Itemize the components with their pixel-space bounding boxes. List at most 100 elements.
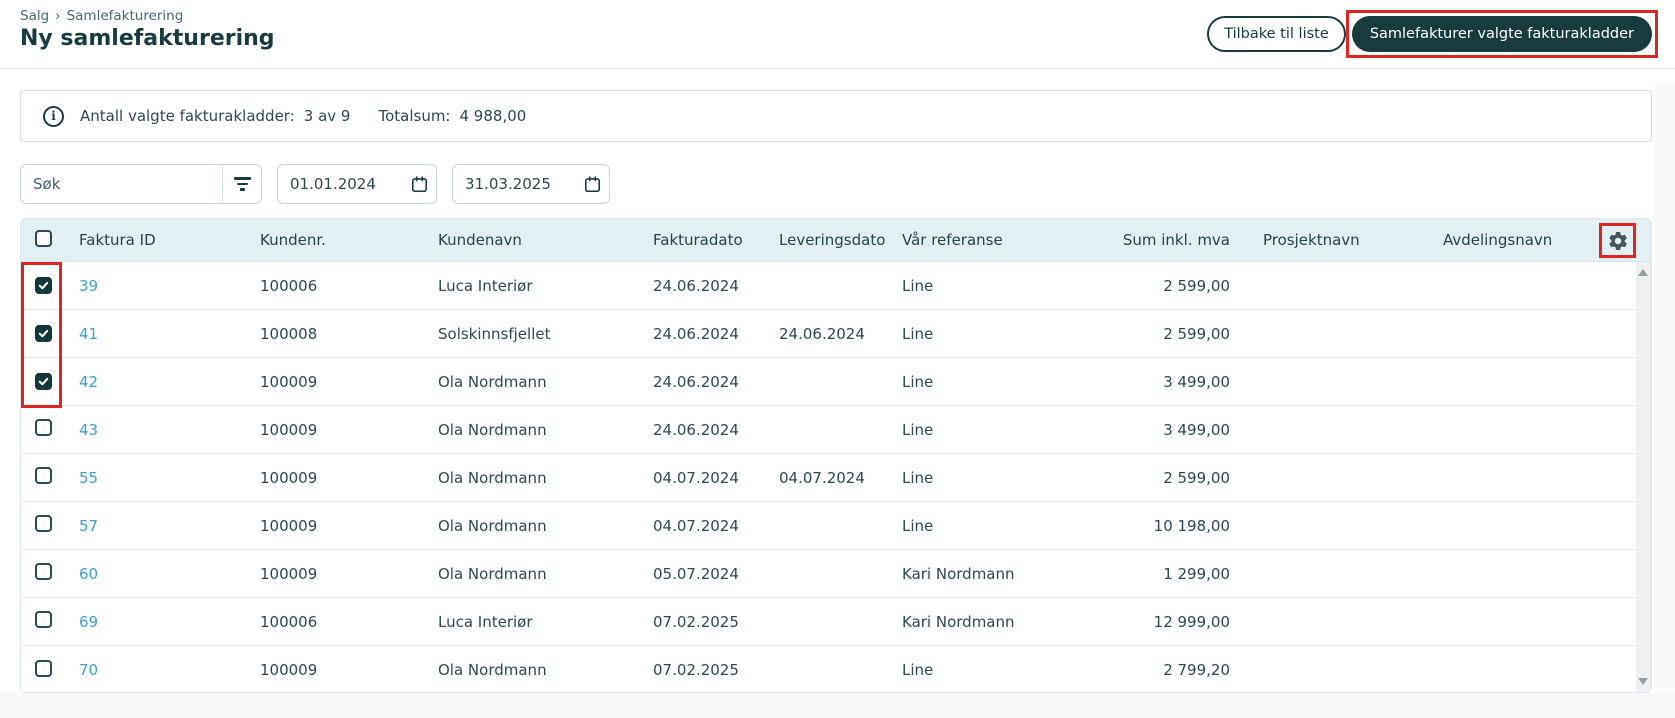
table-row: 39 100006 Luca Interiør 24.06.2024 Line 2 599… [21, 262, 1651, 310]
calendar-icon [584, 175, 600, 192]
date-from-calendar-button[interactable] [402, 165, 436, 203]
cell-kundenavn: Luca Interiør [438, 276, 533, 295]
header-cell-avdelingsnavn: Avdelingsnavn [1443, 231, 1553, 249]
cell-sum-inkl-mva: 2 799,20 [1163, 661, 1230, 679]
breadcrumb-current: Samlefakturering [66, 8, 184, 24]
cell-sum-inkl-mva: 3 499,00 [1163, 372, 1230, 391]
header-cell-leveringsdato: Leveringsdato [779, 231, 886, 249]
faktura-id-link[interactable]: 55 [79, 468, 99, 487]
cell-select [21, 276, 79, 295]
table-row: 60 100009 Ola Nordmann 05.07.2024 Kari Nordm… [21, 550, 1651, 598]
cell-kundenr: 100009 [260, 468, 318, 487]
faktura-id-link[interactable]: 39 [79, 276, 99, 295]
cell-select [21, 659, 79, 681]
row-checkbox[interactable] [35, 467, 52, 484]
table-row: 43 100009 Ola Nordmann 24.06.2024 Line 3 499,… [21, 406, 1651, 454]
scroll-down-arrow[interactable] [1638, 678, 1648, 685]
faktura-id-link[interactable]: 70 [79, 661, 99, 679]
cell-select [21, 467, 79, 488]
page-background-strip [0, 693, 1675, 718]
cell-sum-inkl-mva: 2 599,00 [1163, 324, 1230, 343]
cell-sum-inkl-mva: 1 299,00 [1163, 564, 1230, 583]
date-to-input[interactable] [453, 165, 575, 203]
vertical-scrollbar[interactable] [1636, 262, 1651, 692]
cell-kundenr: 100009 [260, 564, 318, 583]
header-divider [0, 68, 1675, 69]
table-row: 57 100009 Ola Nordmann 04.07.2024 Line 10 198… [21, 502, 1651, 550]
cell-fakturadato: 05.07.2024 [653, 564, 739, 583]
row-checkbox[interactable] [35, 563, 52, 580]
cell-kundenr: 100009 [260, 420, 318, 439]
row-checkbox[interactable] [35, 324, 52, 342]
annotation-primary-button: Samlefakturer valgte fakturakladder [1345, 10, 1658, 58]
cell-kundenr: 100008 [260, 324, 318, 343]
table-row: 55 100009 Ola Nordmann 04.07.2024 04.07.2024… [21, 454, 1651, 502]
cell-var-referanse: Line [902, 468, 934, 487]
scroll-up-arrow[interactable] [1638, 269, 1648, 276]
merge-selected-invoices-button[interactable]: Samlefakturer valgte fakturakladder [1351, 16, 1652, 52]
search-box [20, 164, 262, 204]
row-checkbox[interactable] [35, 419, 52, 436]
back-to-list-button[interactable]: Tilbake til liste [1207, 16, 1346, 52]
cell-fakturadato: 24.06.2024 [653, 420, 739, 439]
cell-var-referanse: Line [902, 516, 934, 535]
cell-select [21, 372, 79, 391]
cell-leveringsdato: 24.06.2024 [779, 324, 865, 343]
header-cell-faktura-id: Faktura ID [79, 231, 156, 249]
invoice-draft-table: Faktura ID Kundenr. Kundenavn Fakturadat… [20, 218, 1652, 693]
date-from-input[interactable] [278, 165, 402, 203]
checkmark-icon [38, 329, 49, 337]
breadcrumb-separator: › [55, 8, 61, 24]
faktura-id-link[interactable]: 69 [79, 612, 99, 631]
date-to-field [452, 164, 610, 204]
header-cell-kundenavn: Kundenavn [438, 231, 522, 249]
search-input[interactable] [21, 165, 222, 203]
cell-kundenavn: Ola Nordmann [438, 468, 547, 487]
select-all-checkbox[interactable] [35, 229, 52, 247]
cell-kundenr: 100009 [260, 516, 318, 535]
cell-kundenavn: Ola Nordmann [438, 420, 547, 439]
cell-var-referanse: Kari Nordmann [902, 612, 1015, 631]
faktura-id-link[interactable]: 57 [79, 516, 99, 535]
row-checkbox[interactable] [35, 659, 52, 677]
cell-sum-inkl-mva: 10 198,00 [1153, 516, 1230, 535]
cell-fakturadato: 24.06.2024 [653, 324, 739, 343]
cell-var-referanse: Line [902, 661, 934, 679]
row-checkbox[interactable] [35, 611, 52, 628]
cell-fakturadato: 24.06.2024 [653, 372, 739, 391]
row-checkbox[interactable] [35, 372, 52, 390]
cell-fakturadato: 07.02.2025 [653, 612, 739, 631]
table-row: 70 100009 Ola Nordmann 07.02.2025 Line 2 799,… [21, 646, 1651, 694]
cell-select [21, 419, 79, 440]
settings-gear-icon[interactable] [1607, 230, 1629, 252]
page-background-strip [1654, 84, 1675, 693]
table-body: 39 100006 Luca Interiør 24.06.2024 Line 2 599… [21, 262, 1651, 694]
annotation-settings-gear [1599, 223, 1636, 258]
cell-fakturadato: 04.07.2024 [653, 468, 739, 487]
selected-count-label: Antall valgte fakturakladder: [80, 107, 295, 125]
date-to-calendar-button[interactable] [575, 165, 609, 203]
row-checkbox[interactable] [35, 276, 52, 294]
cell-var-referanse: Line [902, 324, 934, 343]
date-from-field [277, 164, 437, 204]
page-title: Ny samlefakturering [20, 26, 275, 51]
header-cell-prosjektnavn: Prosjektnavn [1263, 231, 1360, 249]
breadcrumb-parent[interactable]: Salg [20, 8, 50, 24]
cell-sum-inkl-mva: 2 599,00 [1163, 276, 1230, 295]
filter-list-icon [233, 177, 251, 191]
faktura-id-link[interactable]: 43 [79, 420, 99, 439]
selection-summary-bar: i Antall valgte fakturakladder: 3 av 9 T… [20, 90, 1652, 142]
faktura-id-link[interactable]: 60 [79, 564, 99, 583]
faktura-id-link[interactable]: 42 [79, 372, 99, 391]
cell-var-referanse: Line [902, 276, 934, 295]
header-cell-kundenr: Kundenr. [260, 231, 326, 249]
cell-fakturadato: 24.06.2024 [653, 276, 739, 295]
faktura-id-link[interactable]: 41 [79, 324, 99, 343]
checkmark-icon [38, 377, 49, 385]
header-cell-fakturadato: Fakturadato [653, 231, 743, 249]
row-checkbox[interactable] [35, 515, 52, 532]
cell-sum-inkl-mva: 3 499,00 [1163, 420, 1230, 439]
filter-button[interactable] [223, 165, 261, 203]
cell-kundenavn: Ola Nordmann [438, 564, 547, 583]
cell-kundenavn: Solskinnsfjellet [438, 324, 551, 343]
